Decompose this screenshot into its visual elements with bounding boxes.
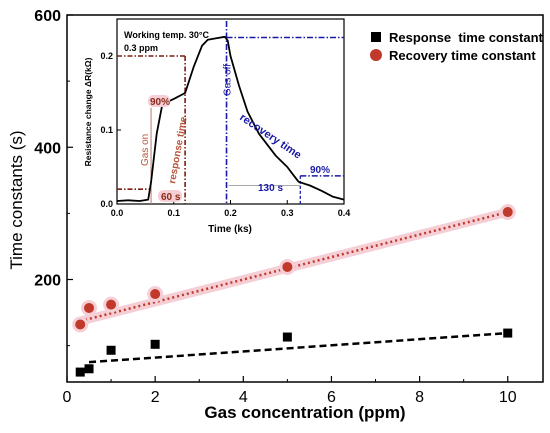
- main-y-tick-label: 200: [34, 273, 61, 290]
- main-y-axis-label: Time constants (s): [7, 130, 26, 269]
- inset-x-tick-label: 0.0: [111, 208, 124, 218]
- recovery-point: [502, 207, 513, 218]
- inset-annotation-conc: 0.3 ppm: [124, 43, 158, 53]
- inset-x-tick-label: 0.2: [224, 208, 237, 218]
- main-y-tick-label: 600: [34, 8, 61, 25]
- response-point: [150, 339, 160, 349]
- main-x-tick-label: 6: [327, 389, 336, 406]
- response-point: [84, 364, 94, 374]
- recovery-point: [84, 302, 95, 313]
- recovery-point: [282, 261, 293, 272]
- main-x-axis-label: Gas concentration (ppm): [204, 403, 405, 422]
- label-60s-pill: [158, 190, 182, 202]
- inset-plot-frame: [116, 18, 345, 205]
- inset-y-tick-label: 0.2: [100, 51, 113, 61]
- legend-marker-recovery: [370, 49, 382, 61]
- legend: Response time constant Recovery time con…: [370, 30, 544, 63]
- recovery-point: [75, 319, 86, 330]
- legend-label-recovery: Recovery time constant: [389, 48, 536, 63]
- main-x-tick-label: 10: [499, 389, 517, 406]
- legend-marker-response: [371, 32, 381, 42]
- response-point: [282, 332, 292, 342]
- recovery-point: [150, 289, 161, 300]
- inset-y-tick-label: 0.1: [100, 125, 113, 135]
- main-plot-frame: [66, 14, 544, 383]
- label-90-left: 90%: [150, 97, 170, 108]
- label-90-left-pill: [148, 95, 170, 107]
- inset-y-tick-label: 0.0: [100, 199, 113, 209]
- inset-response-curve: [116, 35, 345, 202]
- main-x-tick-label: 8: [415, 389, 424, 406]
- label-90-right: 90%: [310, 165, 330, 176]
- inset-x-tick-label: 0.1: [167, 208, 180, 218]
- response-fit-line: [88, 331, 508, 364]
- main-y-tick-label: 400: [34, 140, 61, 157]
- inset-y-axis-label: Resistance change ΔR(kΩ): [83, 57, 93, 166]
- inset-x-axis-label: Time (ks): [208, 224, 252, 235]
- main-x-tick-label: 2: [151, 389, 160, 406]
- response-point: [106, 345, 116, 355]
- main-x-tick-label: 0: [63, 389, 72, 406]
- label-130s: 130 s: [258, 183, 283, 194]
- legend-label-response: Response time constant: [389, 30, 544, 45]
- label-gas-on: Gas on: [140, 134, 151, 166]
- label-gas-off: Gas off: [223, 64, 234, 96]
- label-60s: 60 s: [161, 192, 181, 203]
- main-x-tick-label: 4: [239, 389, 248, 406]
- response-point: [75, 367, 85, 377]
- inset-x-tick-label: 0.3: [281, 208, 294, 218]
- response-point: [503, 328, 513, 338]
- inset-x-tick-label: 0.4: [338, 208, 351, 218]
- inset-annotation-title: Working temp. 30°C: [124, 30, 209, 40]
- recovery-point: [106, 299, 117, 310]
